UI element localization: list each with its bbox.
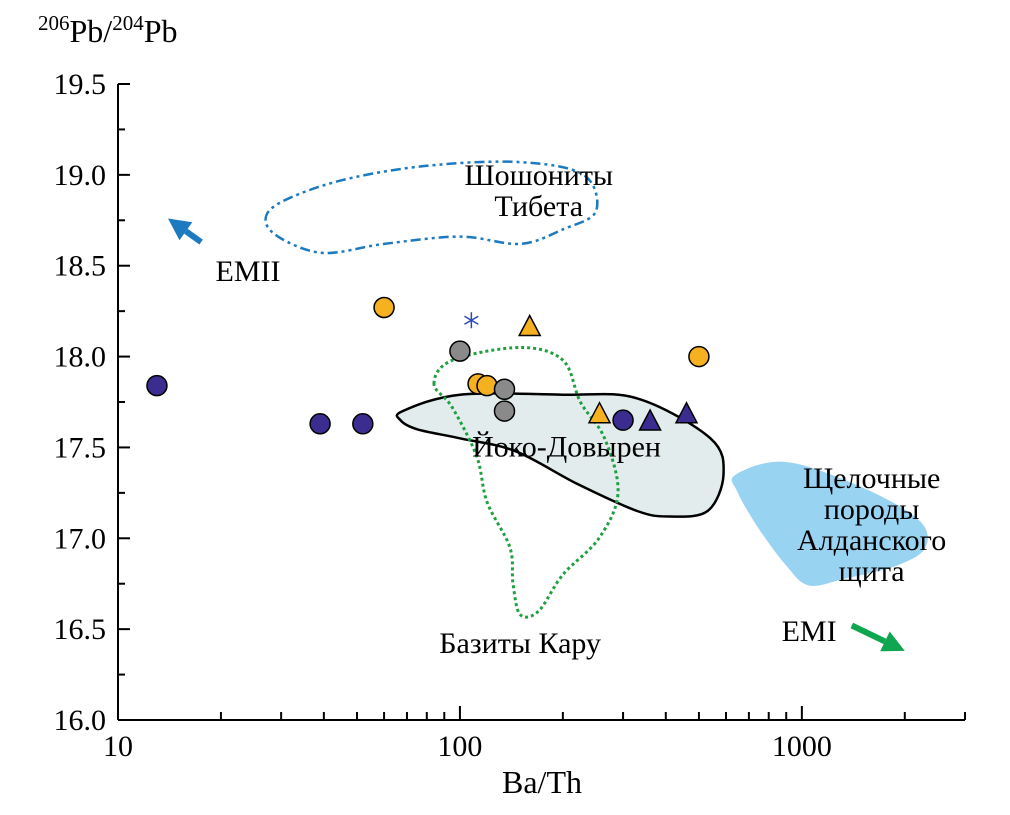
region-tibet-shoshonites bbox=[264, 160, 599, 255]
region-label-tibet-shoshonites: Тибета bbox=[494, 190, 583, 223]
point-circle-navy bbox=[612, 409, 634, 431]
region-label-karoo-basites: Базиты Кару bbox=[439, 627, 601, 660]
x-ticks: 10 100 1000 bbox=[103, 706, 966, 763]
point-circle-gray bbox=[493, 400, 516, 422]
region-label-aldan-alkaline: щита bbox=[839, 555, 905, 588]
point-triangle-navy bbox=[638, 408, 662, 431]
y-tick-label: 16.5 bbox=[54, 613, 107, 646]
region-label-aldan-alkaline: Щелочные bbox=[803, 462, 940, 495]
region-label-aldan-alkaline: породы bbox=[824, 493, 920, 526]
region-label-tibet-shoshonites: Шошониты bbox=[464, 159, 613, 192]
y-tick-label: 17.0 bbox=[54, 522, 107, 555]
y-ticks: 16.0 16.5 17.0 17.5 18.0 18.5 19.0 19.5 bbox=[54, 68, 130, 737]
point-circle-orange bbox=[373, 296, 395, 319]
y-tick-label: 18.5 bbox=[54, 250, 107, 283]
y-tick-label: 17.5 bbox=[54, 431, 107, 464]
y-tick-label: 18.0 bbox=[54, 341, 107, 374]
y-tick-label: 16.0 bbox=[54, 704, 107, 737]
region-karoo-basites bbox=[432, 345, 620, 619]
x-tick-label: 100 bbox=[437, 730, 482, 763]
emi-arrow-shaft bbox=[850, 622, 887, 645]
y-title-sup-204: 204 bbox=[112, 11, 144, 35]
x-tick-label: 1000 bbox=[772, 730, 832, 763]
y-tick-label: 19.5 bbox=[54, 68, 107, 101]
emii-arrow-head bbox=[168, 218, 193, 241]
point-circle-navy bbox=[309, 413, 331, 435]
point-triangle-orange bbox=[517, 313, 542, 337]
region-label-yoko-dovyren: Йоко-Довырен bbox=[472, 431, 661, 464]
point-triangle-orange bbox=[587, 401, 612, 424]
y-title-sup-206: 206 bbox=[38, 11, 70, 35]
axes: 10 100 1000 16.0 16.5 17.0 17.5 18.0 18.5 19.0 19… bbox=[54, 68, 966, 763]
y-axis-title: 206Pb/204Pb bbox=[38, 11, 177, 49]
data-points bbox=[146, 296, 710, 435]
y-tick-label: 19.0 bbox=[54, 159, 107, 192]
point-triangle-navy bbox=[674, 401, 699, 424]
x-axis-title: Ba/Th bbox=[502, 764, 582, 800]
region-label-aldan-alkaline: Алданского bbox=[797, 524, 946, 557]
star-stroke bbox=[464, 315, 479, 325]
emi-label: EMI bbox=[782, 615, 837, 648]
emi-arrow-head bbox=[880, 631, 905, 652]
point-circle-orange bbox=[688, 345, 710, 368]
y-title-pb: Pb bbox=[144, 13, 178, 49]
point-circle-gray bbox=[449, 340, 471, 362]
region-aldan-alkaline bbox=[731, 461, 928, 586]
point-star bbox=[464, 312, 479, 329]
emii-arrow-shaft bbox=[184, 228, 203, 245]
point-circle-orange bbox=[476, 374, 498, 397]
x-tick-label: 10 bbox=[103, 730, 133, 763]
emii-label: EMII bbox=[216, 255, 281, 288]
end-member-arrows: EMII EMI bbox=[168, 218, 905, 652]
y-title-pb-slash: Pb/ bbox=[70, 13, 113, 49]
point-circle-navy bbox=[146, 374, 168, 397]
point-circle-gray bbox=[493, 378, 516, 401]
point-circle-navy bbox=[352, 413, 374, 435]
